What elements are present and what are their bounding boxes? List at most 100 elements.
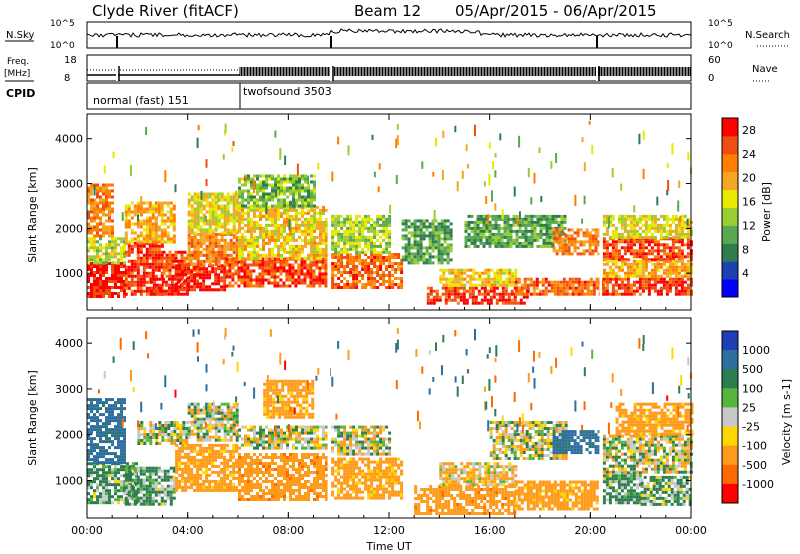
heatmap-cell [108,255,111,259]
heatmap-cell [274,177,277,181]
heatmap-cell [292,174,295,178]
scatter-echo [642,168,645,180]
heatmap-cell [451,283,455,287]
heatmap-cell [268,195,271,199]
heatmap-cell [508,274,512,278]
heatmap-cell [99,258,102,262]
heatmap-cell [99,255,102,259]
heatmap-cell [671,280,675,284]
heatmap-cell [334,253,338,256]
scatter-echo [501,209,504,220]
heatmap-cell [214,232,218,236]
heatmap-cell [214,210,218,214]
heatmap-cell [264,260,268,264]
heatmap-cell [136,207,140,211]
heatmap-cell [349,247,353,251]
scatter-echo [289,200,292,207]
heatmap-cell [274,232,277,236]
heatmap-cell [322,238,325,242]
heatmap-cell [196,282,200,286]
heatmap-cell [506,220,510,224]
heatmap-cell [139,250,143,254]
heatmap-cell [160,250,164,254]
heatmap-cell [451,271,455,275]
heatmap-cell [306,284,310,288]
heatmap-cell [653,229,657,233]
heatmap-cell [364,268,368,271]
heatmap-cell [337,271,341,274]
heatmap-cell [292,247,295,251]
heatmap-cell [626,283,630,287]
heatmap-cell [267,269,271,273]
heatmap-cell [265,195,268,199]
heatmap-cell [500,244,504,248]
heatmap-cell [241,217,244,221]
heatmap-cell [253,204,256,208]
heatmap-cell [397,262,401,265]
heatmap-cell [650,235,654,239]
heatmap-cell [93,480,96,484]
heatmap-cell [467,235,471,239]
heatmap-cell [677,249,681,253]
heatmap-cell [181,273,185,277]
heatmap-cell [491,217,495,221]
heatmap-cell [277,180,280,184]
heatmap-cell [105,207,108,211]
heatmap-cell [142,274,146,278]
heatmap-cell [124,280,128,284]
heatmap-cell [217,244,221,248]
heatmap-cell [181,288,185,292]
heatmap-cell [312,284,316,288]
heatmap-cell [653,286,657,290]
heatmap-cell [102,498,105,502]
heatmap-cell [166,234,170,238]
heatmap-cell [484,271,488,275]
heatmap-cell [665,286,669,290]
heatmap-cell [276,281,280,285]
heatmap-cell [579,243,583,247]
heatmap-cell [446,243,450,247]
heatmap-cell [163,240,167,244]
heatmap-cell [367,283,371,286]
heatmap-cell [476,232,480,236]
heatmap-cell [211,192,215,196]
heatmap-cell [139,240,143,244]
heatmap-cell [617,258,621,262]
heatmap-cell [391,253,395,256]
heatmap-cell [136,271,140,275]
heatmap-cell [605,262,609,266]
heatmap-cell [114,237,117,241]
heatmap-cell [355,259,359,262]
heatmap-cell [154,286,158,290]
heatmap-cell [87,468,90,472]
heatmap-cell [650,223,654,227]
heatmap-cell [208,253,212,257]
heatmap-cell [87,286,90,289]
heatmap-cell [465,298,469,302]
heatmap-cell [544,292,548,296]
heatmap-cell [674,292,678,296]
heatmap-cell [468,292,472,296]
heatmap-cell [583,280,587,284]
heatmap-cell [111,255,114,259]
heatmap-cell [388,271,392,274]
heatmap-cell [400,280,404,283]
heatmap-cell [450,289,454,293]
heatmap-cell [629,292,633,296]
heatmap-cell [680,235,684,239]
heatmap-cell [413,225,417,229]
heatmap-cell [680,220,684,224]
heatmap-cell [264,272,268,276]
heatmap-cell [223,288,227,292]
heatmap-cell [659,280,663,284]
heatmap-cell [479,214,483,218]
heatmap-cell [334,250,338,254]
heatmap-cell [426,286,430,290]
heatmap-cell [105,228,108,232]
heatmap-cell [588,234,592,238]
heatmap-cell [168,268,172,272]
heatmap-cell [288,272,292,276]
heatmap-cell [87,195,90,199]
heatmap-cell [623,283,627,287]
heatmap-cell [196,228,200,232]
